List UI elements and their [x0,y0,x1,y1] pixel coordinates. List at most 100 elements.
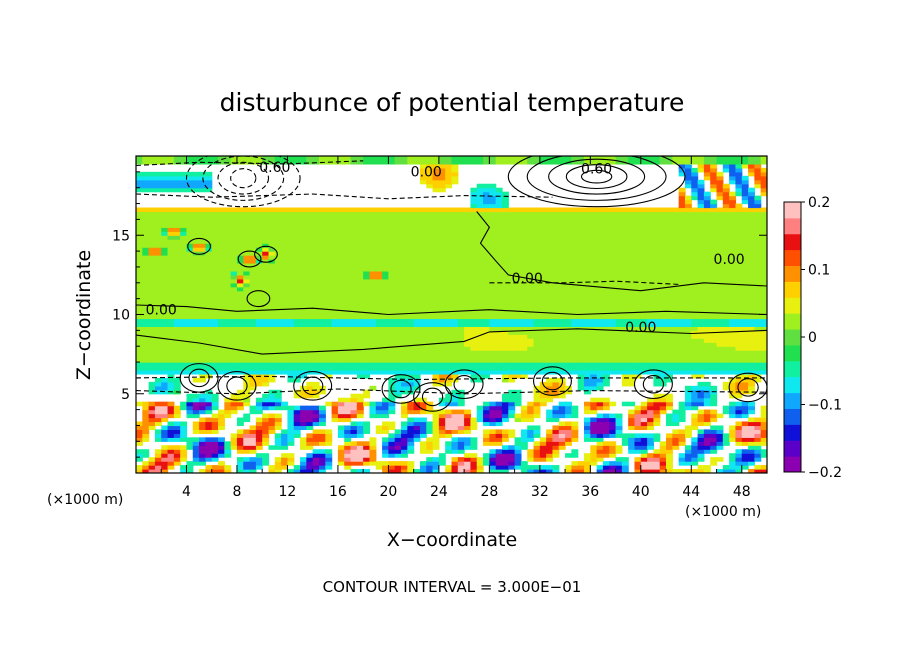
field-cell [363,429,371,434]
field-cell [558,231,566,236]
field-cell [419,369,427,375]
field-cell [495,421,503,427]
field-cell [527,156,535,161]
field-cell [192,227,200,232]
field-cell [363,223,371,228]
field-cell [218,465,225,470]
field-cell [590,433,598,438]
field-cell [274,322,282,327]
field-cell [350,441,358,446]
field-cell [211,449,219,454]
field-cell [628,231,636,236]
field-cell [173,278,181,284]
field-cell [388,302,396,308]
field-cell [180,346,188,351]
field-cell [438,255,446,260]
field-cell [180,334,188,339]
field-cell [154,251,162,256]
field-cell [148,405,156,411]
field-cell [331,286,339,292]
field-cell [318,290,326,296]
field-cell [375,366,383,371]
field-cell [325,207,333,213]
field-cell [520,251,528,256]
field-cell [192,346,200,351]
field-cell [325,373,333,379]
field-cell [476,235,484,240]
field-cell [419,405,427,411]
field-cell [426,243,434,248]
field-cell [255,354,263,359]
field-cell [325,369,333,375]
field-cell [281,251,289,256]
field-cell [230,211,238,217]
field-cell [476,207,484,213]
field-cell [142,159,150,165]
field-cell [577,314,585,320]
field-cell [186,207,194,213]
field-cell [571,255,579,260]
field-cell [192,302,200,308]
field-cell [186,266,194,272]
field-cell [628,274,636,280]
field-cell [356,306,364,312]
field-cell [167,445,175,450]
field-cell [577,322,585,327]
field-cell [565,278,572,284]
field-cell [584,270,591,276]
field-cell [312,255,320,260]
field-cell [211,445,219,450]
field-cell [363,338,371,343]
field-cell [230,255,238,260]
field-cell [192,397,200,403]
field-cell [192,171,200,177]
field-cell [312,330,320,335]
field-cell [161,381,169,387]
field-cell [628,322,636,327]
field-cell [489,465,497,470]
field-cell [401,346,408,351]
field-cell [615,425,623,431]
field-cell [552,290,560,296]
field-cell [287,314,295,320]
field-cell [552,469,560,473]
field-cell [413,322,421,327]
field-cell [325,346,333,351]
field-cell [344,366,352,371]
field-cell [161,326,169,331]
field-cell [495,243,503,248]
field-cell [236,156,244,161]
field-cell [274,469,282,473]
field-cell [432,235,440,240]
field-cell [369,314,377,320]
field-cell [609,235,617,240]
field-cell [584,322,591,327]
field-cell [445,377,453,383]
field-cell [501,231,509,236]
field-cell [609,239,617,244]
field-cell [609,453,617,458]
field-cell [344,306,352,312]
field-cell [407,266,415,272]
field-cell [621,156,629,161]
field-cell [508,346,516,351]
field-cell [173,385,181,391]
field-cell [293,278,301,284]
field-cell [136,330,143,335]
field-cell [426,159,434,165]
field-cell [407,247,415,252]
field-cell [621,282,629,288]
field-cell [350,453,358,458]
field-cell [558,421,566,427]
field-cell [350,346,358,351]
field-cell [218,156,225,161]
field-cell [501,437,509,442]
field-cell [318,453,326,458]
field-cell [388,358,396,363]
field-cell [470,302,478,308]
field-cell [218,338,225,343]
field-cell [609,461,617,466]
field-cell [476,354,484,359]
field-cell [426,235,434,240]
field-cell [224,326,232,331]
